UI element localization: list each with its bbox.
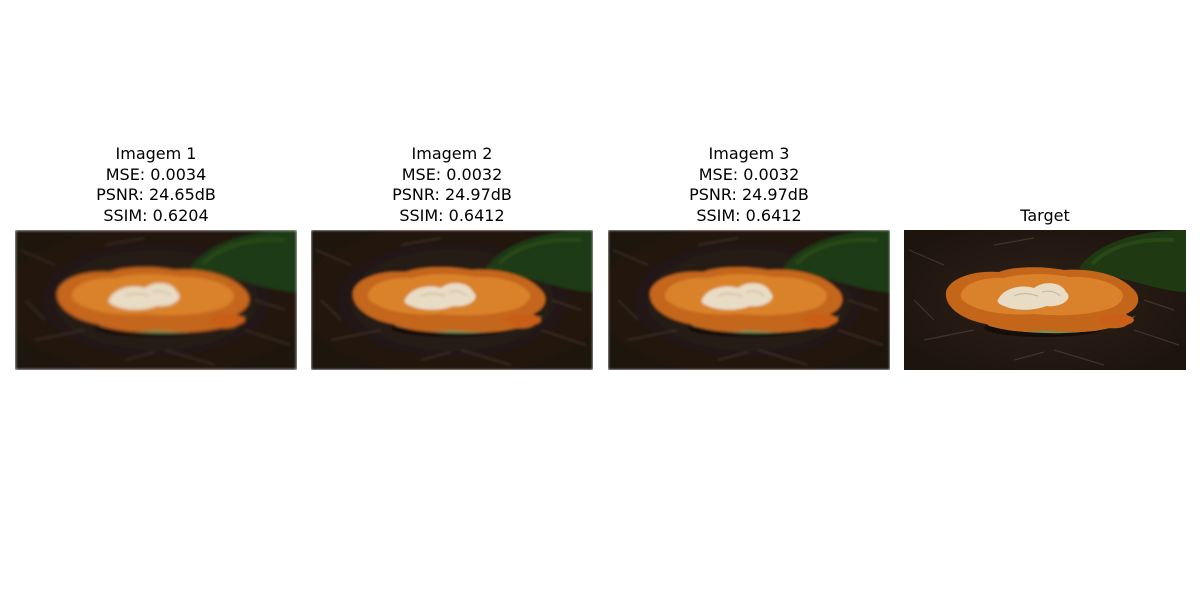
panel-title: Imagem 3	[708, 144, 790, 163]
ssim-value: SSIM: 0.6412	[399, 205, 505, 225]
mushroom-photo-1	[15, 230, 297, 370]
panel-image-1: Imagem 1 MSE: 0.0034 PSNR: 24.65dB SSIM:…	[15, 0, 297, 600]
panel-title: Imagem 2	[411, 144, 493, 163]
panel-target: Target	[904, 0, 1186, 600]
mushroom-photo-2	[311, 230, 593, 370]
psnr-value: PSNR: 24.65dB	[96, 185, 216, 204]
panel-image-2: Imagem 2 MSE: 0.0032 PSNR: 24.97dB SSIM:…	[311, 0, 593, 600]
mushroom-photo-target	[904, 230, 1186, 370]
panel-title: Imagem 1	[115, 144, 197, 163]
mse-value: MSE: 0.0032	[698, 164, 800, 184]
mushroom-photo-3	[608, 230, 890, 370]
mse-value: MSE: 0.0032	[401, 164, 503, 184]
ssim-value: SSIM: 0.6204	[103, 205, 209, 225]
caption-image-2: Imagem 2 MSE: 0.0032 PSNR: 24.97dB SSIM:…	[311, 144, 593, 226]
mse-value: MSE: 0.0034	[105, 164, 207, 184]
panel-title: Target	[1020, 205, 1070, 225]
psnr-value: PSNR: 24.97dB	[392, 185, 512, 204]
psnr-value: PSNR: 24.97dB	[689, 185, 809, 204]
panel-image-3: Imagem 3 MSE: 0.0032 PSNR: 24.97dB SSIM:…	[608, 0, 890, 600]
caption-image-1: Imagem 1 MSE: 0.0034 PSNR: 24.65dB SSIM:…	[15, 144, 297, 226]
caption-image-3: Imagem 3 MSE: 0.0032 PSNR: 24.97dB SSIM:…	[608, 144, 890, 226]
ssim-value: SSIM: 0.6412	[696, 205, 802, 225]
caption-target: Target	[904, 206, 1186, 227]
